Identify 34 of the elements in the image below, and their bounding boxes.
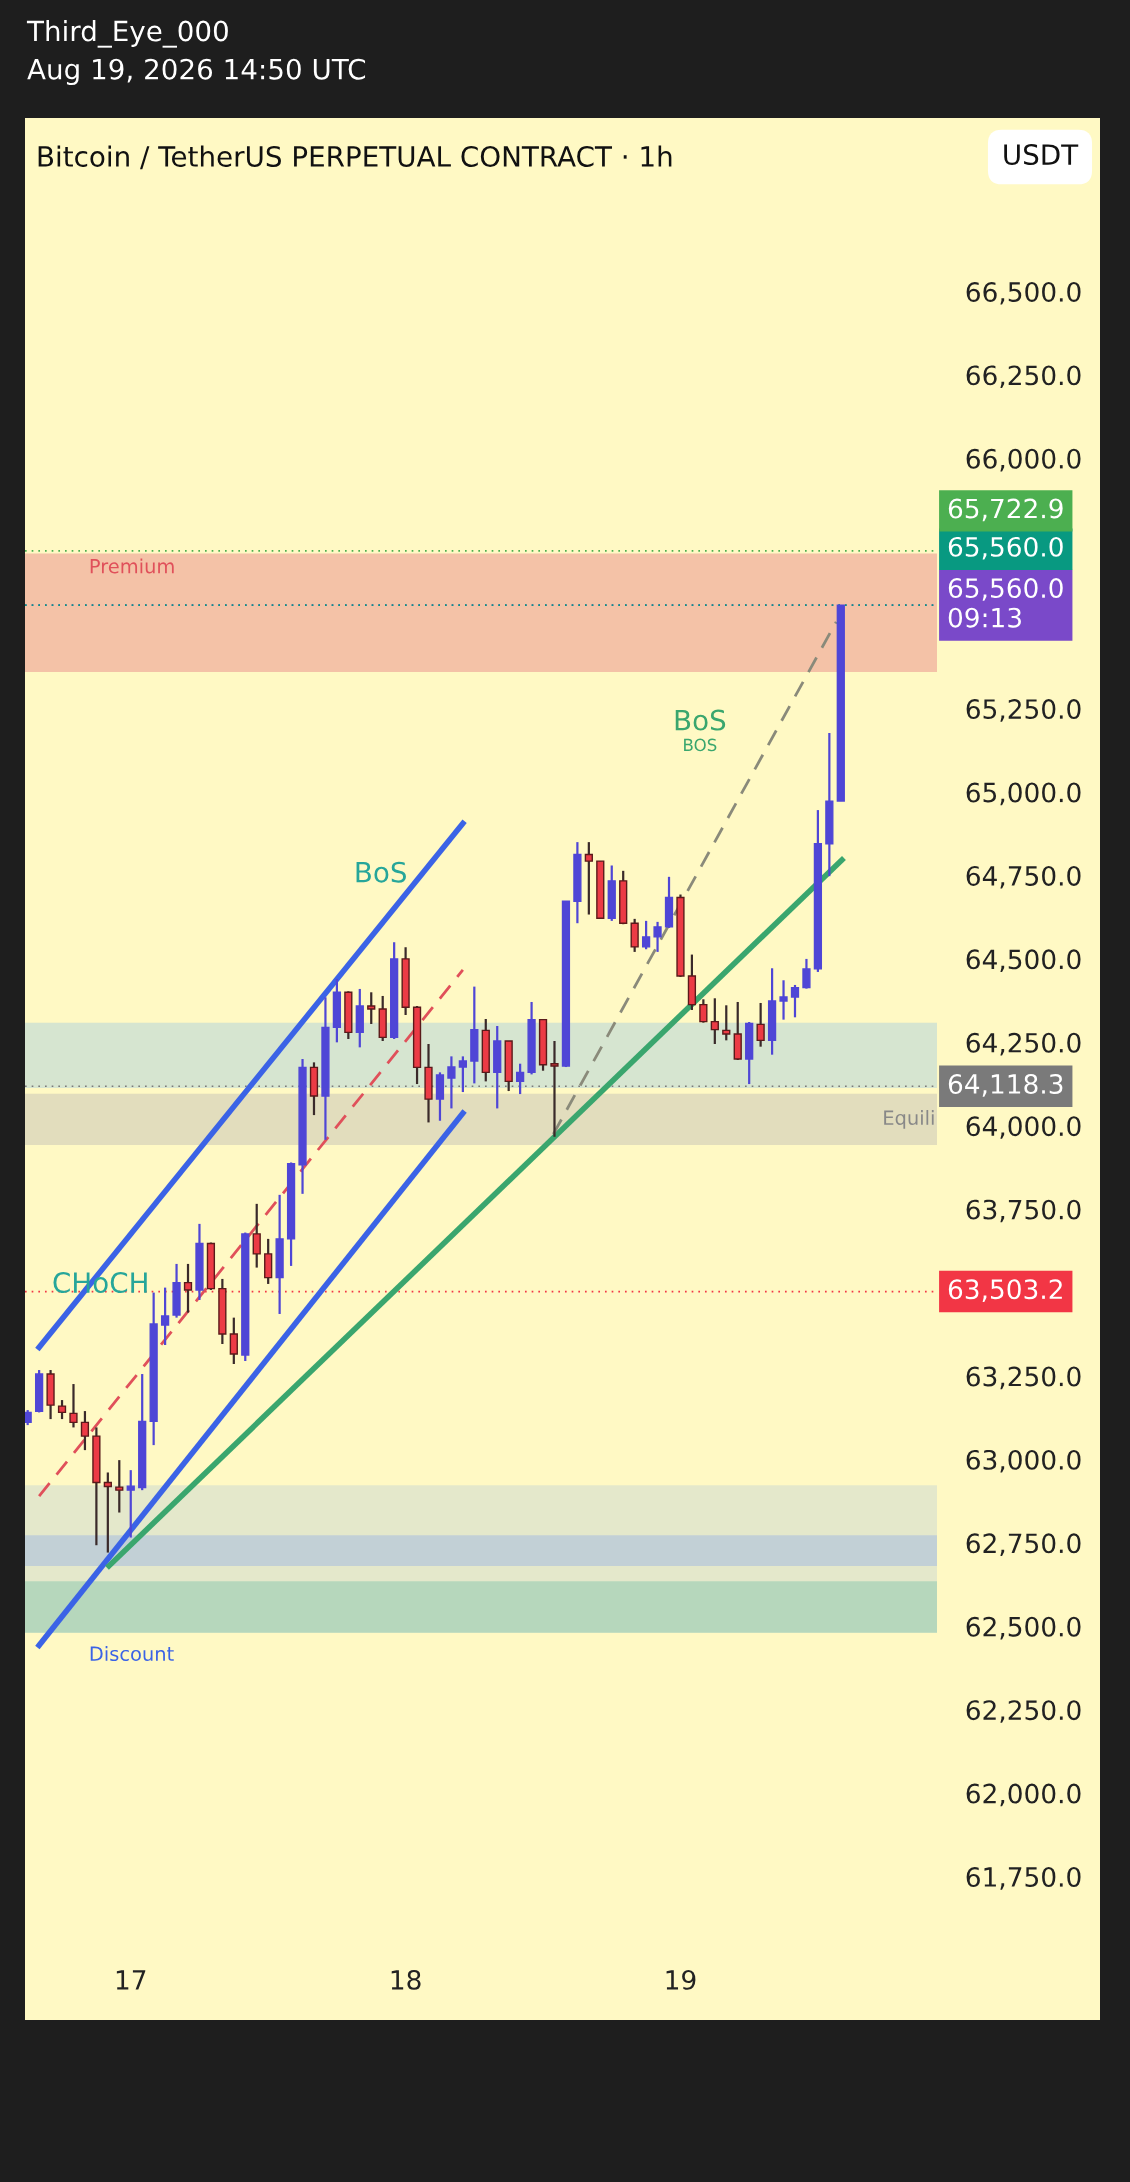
ref-line-label: 63,503.2 xyxy=(948,1279,1062,1302)
y-tick-label: 66,250.0 xyxy=(966,365,1081,389)
chart-subtitle: Third_Eye_000 Aug 19, 2026 14:50 UTC xyxy=(26,20,366,86)
y-tick-label: 62,750.0 xyxy=(966,1533,1081,1556)
y-tick-label: 65,000.0 xyxy=(966,782,1081,806)
x-tick-label: 17 xyxy=(116,1970,146,1990)
band-label: Equili xyxy=(884,1110,934,1129)
ref-line-label: 65,722.9 xyxy=(948,498,1063,522)
annotation: BoS xyxy=(356,861,406,883)
band-label: Premium xyxy=(90,558,174,574)
x-tick-label: 18 xyxy=(391,1969,421,1990)
y-axis-title: USDT xyxy=(1004,144,1079,166)
ref-line-label: 65,560.0 xyxy=(948,536,1063,560)
y-tick-label: 63,000.0 xyxy=(966,1449,1081,1473)
y-tick-label: 62,500.0 xyxy=(966,1616,1081,1640)
text: Bitcoin / TetherUS PERPETUAL CONTRACT · 1h xyxy=(38,145,672,170)
y-tick-label: 64,000.0 xyxy=(966,1116,1081,1139)
y-tick-label: 64,250.0 xyxy=(966,1032,1081,1056)
y-tick-label: 64,500.0 xyxy=(966,949,1081,973)
annotation: BoS xyxy=(675,709,726,731)
y-tick-label: 62,250.0 xyxy=(966,1700,1081,1723)
y-tick-label: 63,250.0 xyxy=(966,1366,1081,1390)
y-tick-label: 65,250.0 xyxy=(966,699,1081,722)
x-tick-label: 19 xyxy=(666,1969,696,1990)
y-tick-label: 61,750.0 xyxy=(966,1867,1081,1890)
annotation: BOS xyxy=(684,738,717,752)
ref-line-label: 65,560.0 09:13 xyxy=(948,578,1063,628)
y-tick-label: 63,750.0 xyxy=(966,1199,1081,1223)
y-tick-label: 66,500.0 xyxy=(966,281,1081,305)
ref-line-label: 64,118.3 xyxy=(948,1073,1063,1097)
y-tick-label: 64,750.0 xyxy=(966,865,1081,889)
y-tick-label: 66,000.0 xyxy=(966,448,1081,472)
band-label: Discount xyxy=(90,1646,174,1662)
y-tick-label: 62,000.0 xyxy=(966,1783,1081,1807)
